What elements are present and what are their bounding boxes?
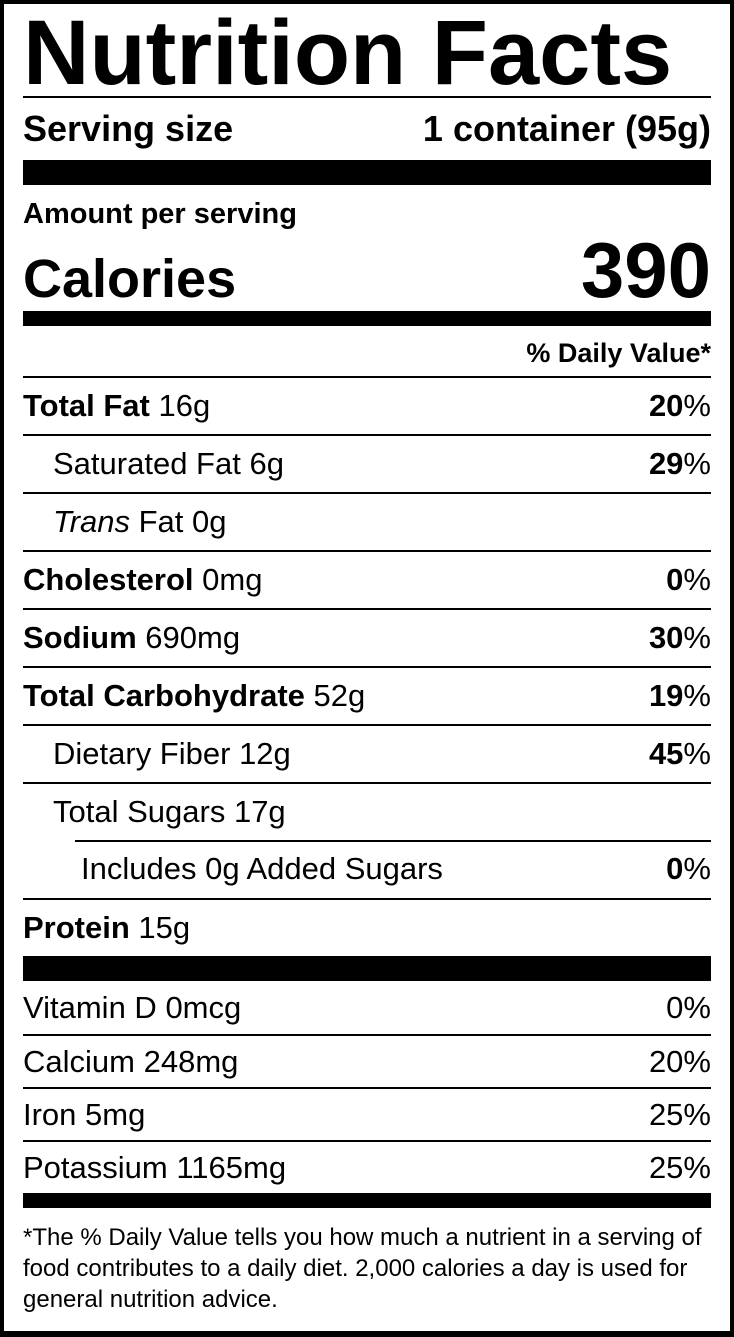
nutrient-dv: 30% [648,620,711,655]
label-title: Nutrition Facts [23,2,673,104]
nutrient-row-added-sugars: Includes 0g Added Sugars 0% [23,840,711,898]
nutrient-amount: 6g [249,446,284,481]
nutrient-row-total-carbohydrate: Total Carbohydrate 52g 19% [23,666,711,724]
nutrient-name: Total Fat [23,388,150,423]
percent-sign: % [683,1149,711,1185]
nutrient-name-amount: Protein 15g [23,910,190,946]
nutrient-name-amount: Trans Fat 0g [23,504,226,540]
nutrient-amount: 1165mg [176,1149,287,1185]
nutrient-row-sodium: Sodium 690mg 30% [23,608,711,666]
nutrient-dv: 0% [666,851,711,886]
percent-sign: % [683,1043,711,1079]
nutrient-name: Total Carbohydrate [23,678,305,713]
nutrient-row-total-fat: Total Fat 16g 20% [23,376,711,434]
nutrient-name-amount: Potassium 1165mg [23,1150,286,1186]
nutrient-row-dietary-fiber: Dietary Fiber 12g 45% [23,724,711,782]
nutrient-row-protein: Protein 15g [23,898,711,956]
daily-value-footnote: *The % Daily Value tells you how much a … [23,1224,702,1313]
nutrient-amount: 12g [239,736,291,771]
nutrient-name-amount: Total Sugars 17g [23,794,286,830]
nutrient-name-amount: Calcium 248mg [23,1044,238,1080]
nutrient-dv: 25% [648,1149,711,1185]
nutrient-dv: 29% [648,446,711,481]
nutrient-name-italic: Trans [53,504,130,539]
nutrient-amount: 5mg [85,1096,146,1132]
nutrient-amount: 248mg [143,1043,239,1079]
serving-size-label: Serving size [23,108,234,149]
nutrient-name-amount: Sodium 690mg [23,620,240,656]
nutrient-dv: 20% [648,388,711,423]
nutrient-dv: 19% [648,678,711,713]
nutrient-name-amount: Dietary Fiber 12g [23,736,291,772]
micronutrient-row-calcium: Calcium 248mg 20% [23,1034,711,1087]
nutrient-amount: 0g [192,504,227,539]
percent-sign: % [683,620,711,655]
nutrient-name: Includes 0g Added Sugars [81,851,443,886]
divider-thick [23,160,711,185]
nutrient-name: Iron [23,1096,77,1132]
nutrient-name-amount: Cholesterol 0mg [23,562,262,598]
nutrient-amount: 17g [233,794,286,829]
micronutrient-row-vitamin-d: Vitamin D 0mcg 0% [23,981,711,1034]
nutrient-name-amount: Saturated Fat 6g [23,446,284,482]
percent-sign: % [683,446,711,481]
nutrient-name-amount: Iron 5mg [23,1097,145,1133]
nutrient-name-amount: Total Fat 16g [23,388,210,424]
nutrient-name: Potassium [23,1149,168,1185]
percent-sign: % [683,388,711,423]
nutrient-amount: 0mcg [165,989,242,1025]
nutrient-name: Total Sugars [53,794,226,829]
nutrient-dv: 25% [648,1096,711,1132]
calories-value: 390 [580,226,711,314]
percent-sign: % [683,989,711,1025]
percent-sign: % [683,851,711,886]
micronutrient-row-potassium: Potassium 1165mg 25% [23,1140,711,1193]
nutrient-name: Fat [138,504,184,539]
nutrient-name-amount: Includes 0g Added Sugars [23,851,443,887]
nutrient-name: Cholesterol [23,562,194,597]
nutrient-dv: 20% [648,1043,711,1079]
nutrient-name: Sodium [23,620,137,655]
nutrient-amount: 690mg [145,620,241,655]
nutrient-row-trans-fat: Trans Fat 0g [23,492,711,550]
percent-sign: % [683,678,711,713]
micronutrient-row-iron: Iron 5mg 25% [23,1087,711,1140]
nutrient-amount: 0mg [202,562,263,597]
calories-label: Calories [23,249,237,309]
nutrient-amount: 16g [158,388,211,423]
nutrient-dv: 45% [648,736,711,771]
nutrient-name: Saturated Fat [53,446,241,481]
nutrient-dv: 0% [666,989,711,1025]
serving-size-value: 1 container (95g) [422,108,711,149]
nutrient-name-amount: Vitamin D 0mcg [23,990,241,1026]
nutrient-row-saturated-fat: Saturated Fat 6g 29% [23,434,711,492]
nutrient-row-cholesterol: Cholesterol 0mg 0% [23,550,711,608]
nutrient-dv: 0% [666,562,711,597]
divider-medium [23,1193,711,1208]
nutrient-row-total-sugars: Total Sugars 17g [23,782,711,840]
nutrient-amount: 52g [313,678,366,713]
percent-sign: % [683,736,711,771]
nutrient-name: Vitamin D [23,989,157,1025]
nutrient-amount: 15g [138,910,191,945]
nutrient-name-amount: Total Carbohydrate 52g [23,678,365,714]
nutrient-name: Calcium [23,1043,135,1079]
nutrient-name: Dietary Fiber [53,736,231,771]
divider-thin [23,96,711,98]
divider-thick [23,956,711,981]
serving-size-row: Serving size 1 container (95g) [23,98,711,160]
divider-medium [23,311,711,326]
amount-per-serving-label: Amount per serving [23,198,297,230]
percent-sign: % [683,562,711,597]
nutrient-name: Protein [23,910,130,945]
percent-sign: % [683,1096,711,1132]
daily-value-header: % Daily Value* [526,337,711,368]
calories-row: Calories 390 [23,231,711,311]
